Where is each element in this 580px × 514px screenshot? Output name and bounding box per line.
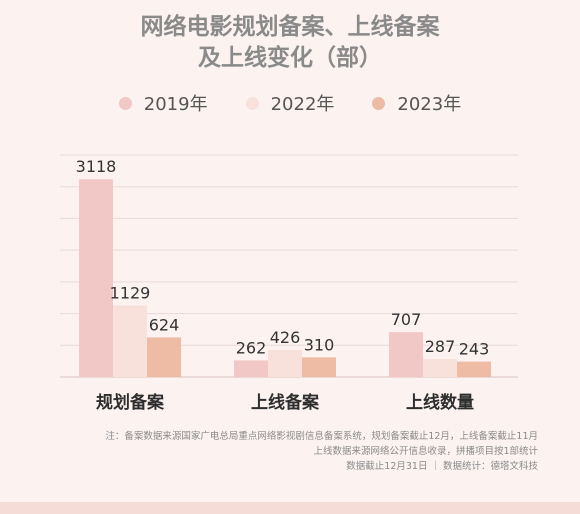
bar-online-filing-2019 bbox=[234, 360, 268, 377]
data-label-planning-2022: 1129 bbox=[110, 283, 151, 302]
category-label-online-count: 上线数量 bbox=[406, 392, 474, 413]
bar-planning-2023 bbox=[147, 337, 181, 377]
legend-label-2019: 2019年 bbox=[143, 94, 208, 115]
legend-label-2023: 2023年 bbox=[397, 94, 462, 115]
data-label-online-filing-2022: 426 bbox=[270, 328, 301, 347]
legend-item-2019: 2019年 bbox=[118, 90, 208, 116]
bar-online-filing-2023 bbox=[302, 357, 336, 377]
data-label-planning-2023: 624 bbox=[149, 315, 180, 334]
data-label-online-count-2023: 243 bbox=[459, 340, 490, 359]
chart-title-line-2: 及上线变化（部） bbox=[198, 45, 382, 71]
data-label-online-count-2022: 287 bbox=[425, 337, 456, 356]
bar-planning-2022 bbox=[113, 305, 147, 377]
bar-online-count-2023 bbox=[457, 361, 491, 377]
note-line-1: 注：备案数据来源国家广电总局重点网络影视剧信息备案系统，规划备案截止12月，上线… bbox=[105, 431, 538, 442]
data-label-online-filing-2023: 310 bbox=[304, 335, 335, 354]
bar-planning-2019 bbox=[79, 179, 113, 377]
legend-item-2023: 2023年 bbox=[372, 90, 461, 116]
note-line-2: 上线数据来源网络公开信息收录，拼播项目按1部统计 bbox=[313, 446, 538, 457]
bottom-decor-strip bbox=[0, 502, 580, 514]
chart-title-line-1: 网络电影规划备案、上线备案 bbox=[140, 14, 440, 40]
bar-online-count-2022 bbox=[423, 358, 457, 377]
legend-item-2022: 2022年 bbox=[245, 90, 335, 116]
bar-online-count-2019 bbox=[389, 332, 423, 377]
category-label-online-filing: 上线备案 bbox=[251, 392, 320, 413]
bar-online-filing-2022 bbox=[268, 349, 302, 377]
category-label-planning: 规划备案 bbox=[96, 392, 165, 413]
legend-swatch-2019 bbox=[118, 96, 132, 110]
chart-title: 网络电影规划备案、上线备案 及上线变化（部） bbox=[0, 12, 580, 74]
data-label-online-filing-2019: 262 bbox=[236, 338, 267, 357]
data-label-planning-2019: 3118 bbox=[76, 157, 117, 176]
chart-legend: 2019年 2022年 2023年 bbox=[0, 90, 580, 116]
data-label-online-count-2019: 707 bbox=[391, 310, 422, 329]
legend-label-2022: 2022年 bbox=[270, 94, 335, 115]
legend-swatch-2022 bbox=[245, 96, 259, 110]
legend-swatch-2023 bbox=[372, 96, 386, 110]
note-line-3: 数据截止12月31日 ｜ 数据统计：德塔文科技 bbox=[346, 461, 538, 472]
